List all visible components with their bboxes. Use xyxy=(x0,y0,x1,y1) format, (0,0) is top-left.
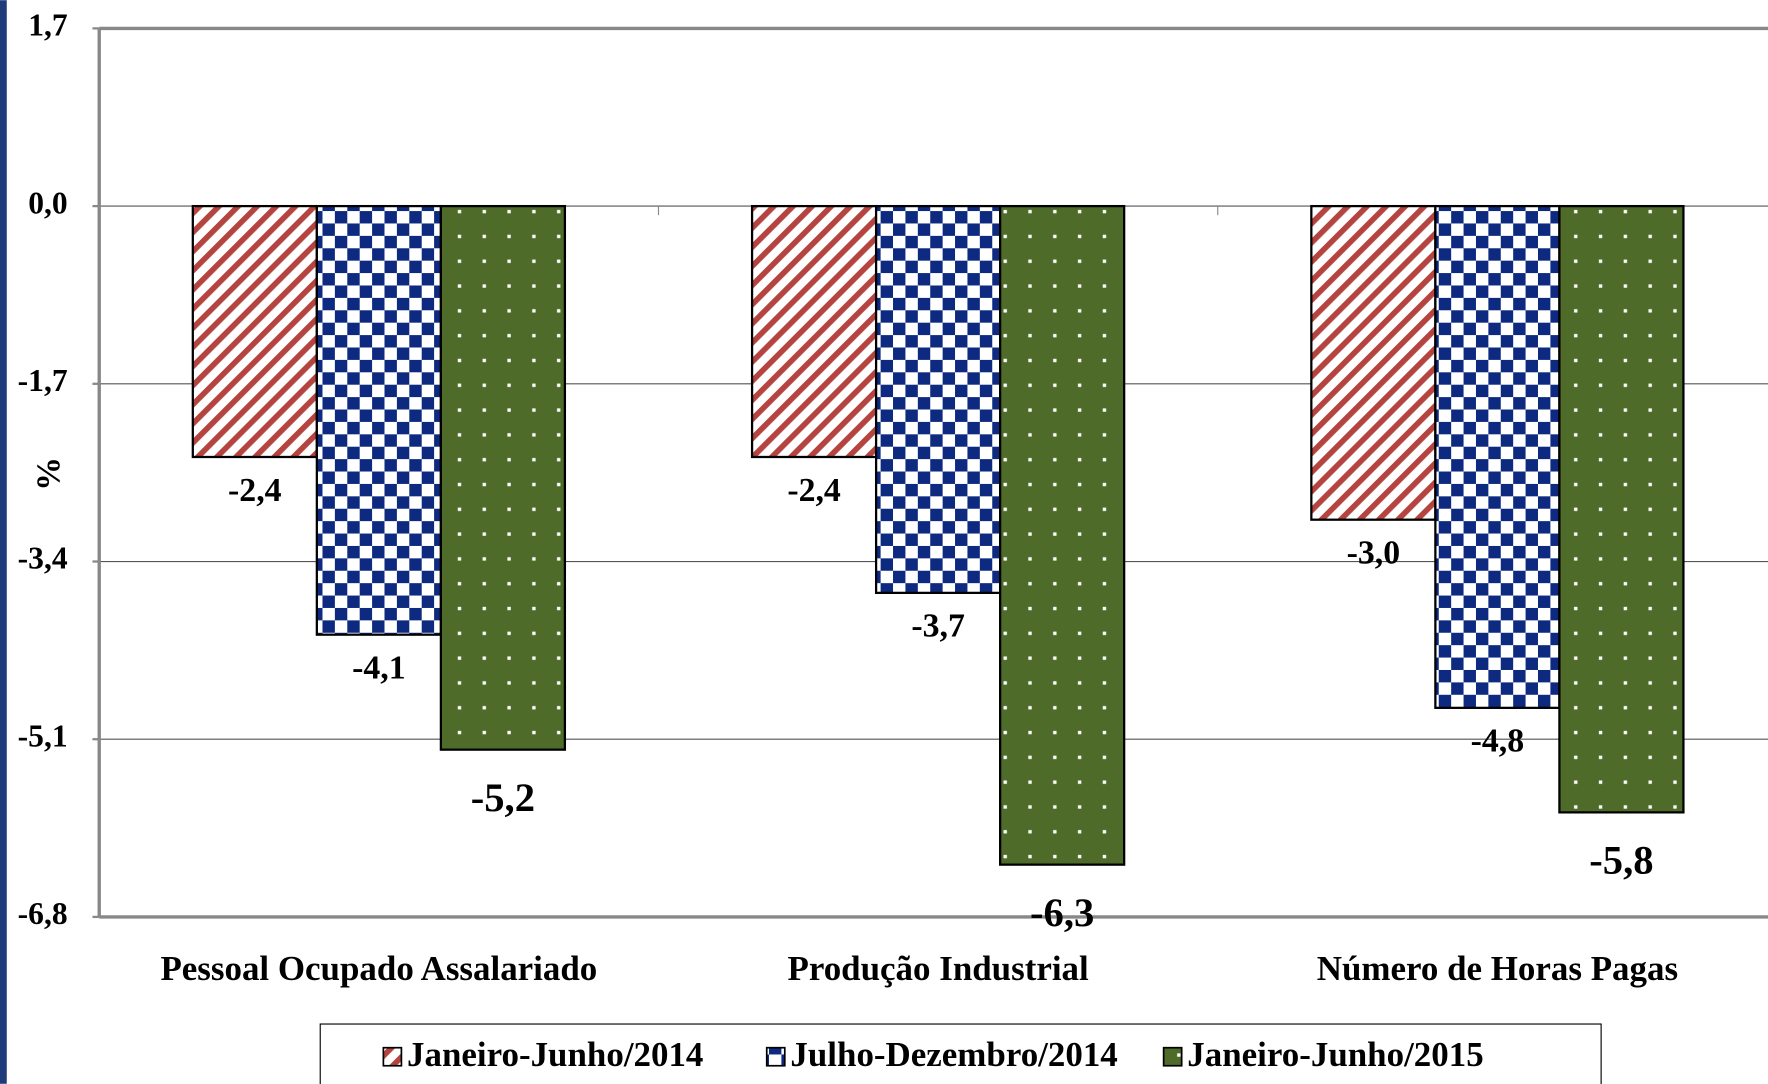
legend-box xyxy=(319,1023,1602,1084)
bar xyxy=(315,204,443,636)
value-label: -2,4 xyxy=(228,472,282,509)
value-label: -4,1 xyxy=(352,650,406,687)
y-tick-label: 1,7 xyxy=(28,8,68,43)
bar xyxy=(1310,204,1437,521)
x-tick-label: Produção Industrial xyxy=(788,949,1090,988)
value-label: -4,8 xyxy=(1471,723,1525,760)
value-label: -5,2 xyxy=(471,775,535,820)
value-label: -3,0 xyxy=(1347,535,1401,572)
bar xyxy=(1558,204,1685,814)
x-tick-label: Pessoal Ocupado Assalariado xyxy=(160,949,597,988)
bar xyxy=(439,204,567,751)
value-label: -6,3 xyxy=(1030,890,1094,935)
legend-swatch xyxy=(1162,1046,1183,1067)
bar xyxy=(750,204,878,459)
legend-label: Janeiro-Junho/2014 xyxy=(407,1035,703,1074)
y-tick-label: -6,8 xyxy=(18,896,68,931)
y-tick-label: -5,1 xyxy=(18,718,68,753)
y-tick-label: 0,0 xyxy=(28,185,67,220)
legend-swatch xyxy=(765,1046,786,1067)
x-tick-label: Número de Horas Pagas xyxy=(1317,949,1678,988)
value-label: -5,8 xyxy=(1589,838,1653,883)
legend-swatch xyxy=(382,1046,403,1067)
legend-label: Julho-Dezembro/2014 xyxy=(790,1035,1117,1074)
y-axis-label: % xyxy=(31,457,68,491)
side-stripe xyxy=(0,0,7,1084)
value-label: -2,4 xyxy=(787,472,841,509)
legend-label: Janeiro-Junho/2015 xyxy=(1187,1035,1483,1074)
bar xyxy=(191,204,318,459)
bar xyxy=(874,204,1002,594)
y-tick-label: -3,4 xyxy=(18,541,68,576)
bar xyxy=(999,204,1126,866)
value-label: -3,7 xyxy=(911,608,965,645)
y-tick-label: -1,7 xyxy=(18,363,68,398)
bar xyxy=(1434,204,1561,709)
